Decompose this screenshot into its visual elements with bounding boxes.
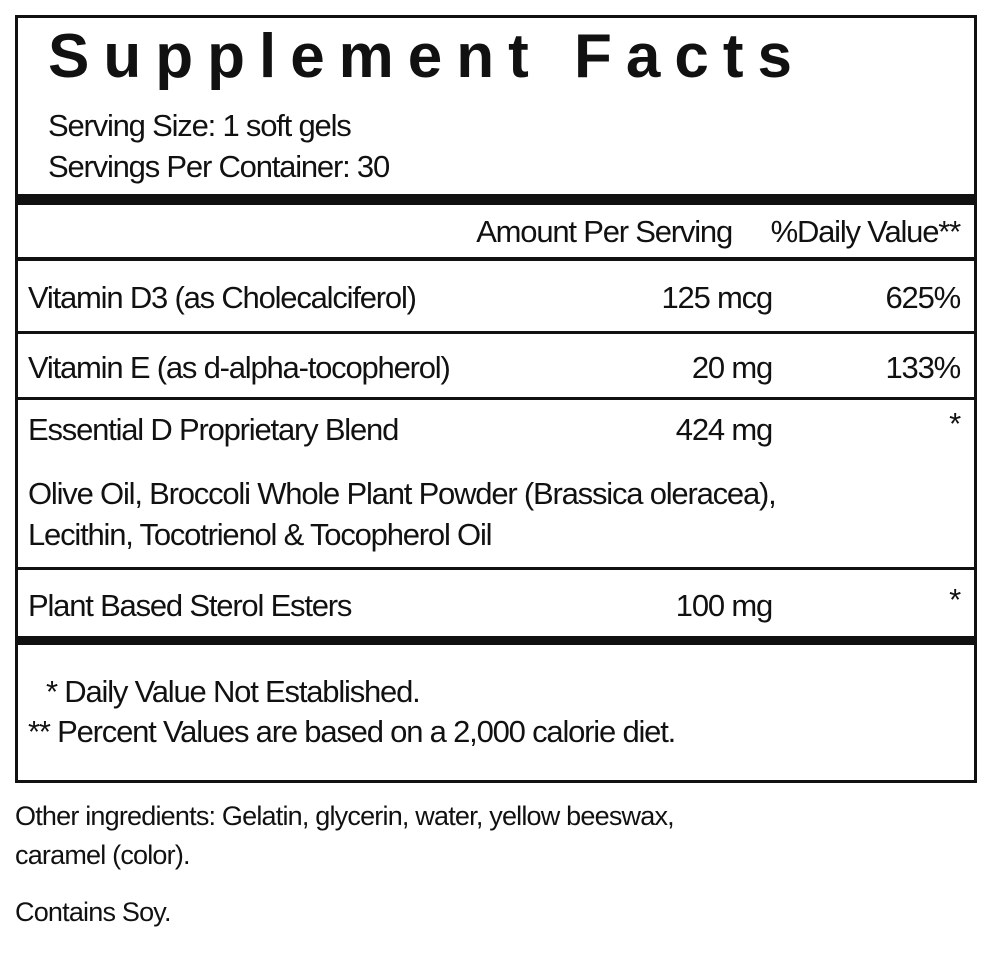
allergen-statement: Contains Soy.: [15, 897, 171, 927]
other-ingredients: caramel (color).: [15, 840, 191, 870]
rule: [18, 331, 974, 334]
nutrient-name: Essential D Proprietary Blend: [28, 412, 399, 447]
nutrient-name: Plant Based Sterol Esters: [28, 588, 352, 623]
nutrient-amount: 100 mg: [675, 588, 773, 623]
nutrient-name: Vitamin E (as d-alpha-tocopherol): [28, 350, 451, 385]
header-amount: Amount Per Serving: [476, 214, 733, 249]
rule: [18, 567, 974, 570]
nutrient-dv: *: [949, 582, 961, 617]
footnote: ** Percent Values are based on a 2,000 c…: [28, 714, 676, 749]
rule: [18, 397, 974, 400]
thick-rule: [18, 636, 974, 645]
nutrient-name: Vitamin D3 (as Cholecalciferol): [28, 280, 417, 315]
servings-per-container: Servings Per Container: 30: [48, 149, 390, 184]
thick-rule: [18, 194, 974, 205]
title: Supplement Facts: [48, 22, 806, 91]
nutrient-dv: 133%: [885, 350, 962, 385]
rule: [18, 257, 974, 261]
nutrient-amount: 20 mg: [691, 350, 773, 385]
blend-description: Olive Oil, Broccoli Whole Plant Powder (…: [28, 476, 777, 511]
nutrient-amount: 424 mg: [675, 412, 773, 447]
footnote: * Daily Value Not Established.: [46, 674, 421, 709]
other-ingredients: Other ingredients: Gelatin, glycerin, wa…: [15, 801, 675, 831]
nutrient-amount: 125 mcg: [661, 280, 774, 315]
nutrient-dv: *: [949, 406, 961, 441]
header-daily-value: %Daily Value**: [770, 214, 962, 249]
facts-box: [15, 15, 977, 783]
blend-description: Lecithin, Tocotrienol & Tocopherol Oil: [28, 517, 493, 552]
serving-size: Serving Size: 1 soft gels: [48, 108, 352, 143]
nutrient-dv: 625%: [885, 280, 962, 315]
